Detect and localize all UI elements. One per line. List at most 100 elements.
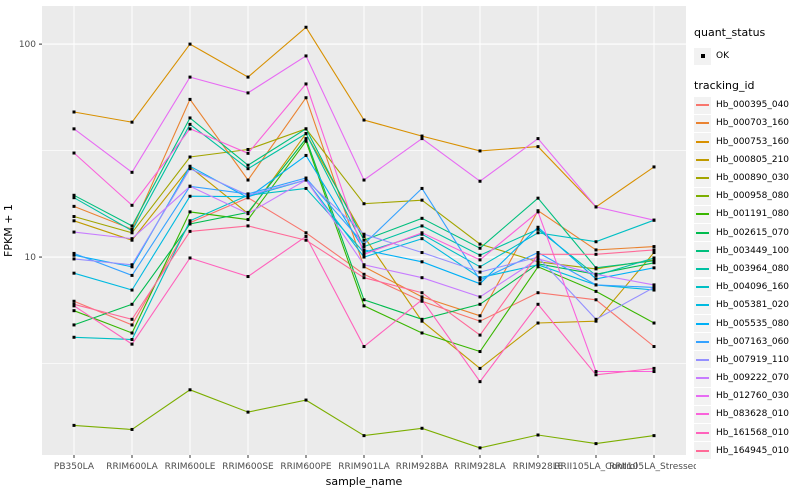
line-swatch-icon: [696, 395, 709, 398]
legend-key-swatch: [694, 369, 711, 387]
legend-label: Hb_007163_060: [716, 336, 790, 347]
data-point: [594, 266, 598, 270]
data-point: [652, 218, 656, 222]
data-point: [594, 373, 598, 377]
data-point: [478, 265, 482, 269]
data-point: [652, 256, 656, 260]
data-point: [246, 163, 250, 167]
line-swatch-icon: [696, 304, 709, 307]
data-point: [72, 230, 76, 234]
data-point: [536, 321, 540, 325]
data-point: [478, 350, 482, 354]
legend-item-Hb_083628_010: Hb_083628_010: [694, 405, 798, 423]
data-point: [72, 304, 76, 308]
x-axis-title: sample_name: [326, 475, 403, 488]
legend-key-swatch: [694, 96, 711, 114]
legend-key-swatch: [694, 114, 711, 132]
data-point: [536, 291, 540, 295]
data-point: [362, 252, 366, 256]
data-point: [420, 331, 424, 335]
data-point: [594, 298, 598, 302]
data-point: [652, 266, 656, 270]
data-point: [652, 345, 656, 349]
legend-item-Hb_009222_070: Hb_009222_070: [694, 369, 798, 387]
data-point: [246, 151, 250, 155]
x-tick-label: RRIM928LA: [454, 462, 506, 472]
data-point: [246, 167, 250, 171]
data-point: [652, 261, 656, 265]
data-point: [594, 272, 598, 276]
data-point: [130, 231, 134, 235]
data-point: [246, 224, 250, 228]
data-point: [652, 165, 656, 169]
data-point: [130, 331, 134, 335]
data-point: [420, 137, 424, 141]
line-swatch-icon: [696, 358, 709, 361]
data-point: [420, 224, 424, 228]
data-point: [188, 127, 192, 131]
data-point: [362, 255, 366, 259]
data-point: [72, 110, 76, 114]
legend-key-swatch: [694, 333, 711, 351]
data-point: [130, 302, 134, 306]
data-point: [304, 132, 308, 136]
legend-item-Hb_164945_010: Hb_164945_010: [694, 442, 798, 460]
data-point: [304, 398, 308, 402]
data-point: [594, 248, 598, 252]
legend-key-swatch: [694, 296, 711, 314]
data-point: [130, 224, 134, 228]
legend-key-swatch: [694, 424, 711, 442]
legend-label: Hb_005381_020: [716, 300, 790, 311]
line-swatch-icon: [696, 122, 709, 125]
data-point: [536, 263, 540, 267]
data-point: [478, 242, 482, 246]
legend-label: Hb_000753_160: [716, 136, 790, 147]
legend: quant_status OK tracking_id Hb_000395_04…: [694, 26, 798, 460]
data-point: [478, 278, 482, 282]
legend-tracking-id-items: Hb_000395_040 Hb_000703_160 Hb_000753_160 H…: [694, 96, 798, 460]
legend-item-Hb_001191_080: Hb_001191_080: [694, 205, 798, 223]
data-point: [420, 291, 424, 295]
legend-label: Hb_012760_030: [716, 391, 790, 402]
data-point: [304, 178, 308, 182]
data-point: [652, 288, 656, 292]
data-point: [304, 231, 308, 235]
data-point: [304, 54, 308, 58]
legend-key-swatch: [694, 387, 711, 405]
data-point: [420, 298, 424, 302]
data-point: [72, 335, 76, 339]
data-point: [304, 137, 308, 141]
data-point: [72, 309, 76, 313]
data-point: [478, 179, 482, 183]
data-point: [420, 231, 424, 235]
data-point: [420, 260, 424, 264]
legend-item-Hb_000703_160: Hb_000703_160: [694, 114, 798, 132]
data-point: [478, 270, 482, 274]
data-point: [594, 283, 598, 287]
legend-label: Hb_000805_210: [716, 154, 790, 165]
data-point: [594, 442, 598, 446]
data-point: [652, 285, 656, 289]
data-point: [478, 246, 482, 250]
legend-item-Hb_004096_160: Hb_004096_160: [694, 278, 798, 296]
data-point: [420, 186, 424, 190]
legend-key-swatch: [694, 151, 711, 169]
legend-label: Hb_003964_080: [716, 263, 790, 274]
legend-label: Hb_000703_160: [716, 118, 790, 129]
data-point: [130, 323, 134, 327]
legend-label: Hb_004096_160: [716, 282, 790, 293]
data-point: [72, 257, 76, 261]
data-point: [594, 370, 598, 374]
data-point: [130, 120, 134, 124]
data-point: [362, 238, 366, 242]
data-point: [188, 184, 192, 188]
x-tick-label: RRIM600LA: [106, 462, 158, 472]
legend-key-swatch: [694, 351, 711, 369]
legend-key-swatch: [694, 442, 711, 460]
data-point: [478, 258, 482, 262]
legend-key-swatch: [694, 133, 711, 151]
data-point: [536, 252, 540, 256]
data-point: [246, 410, 250, 414]
data-point: [188, 97, 192, 101]
